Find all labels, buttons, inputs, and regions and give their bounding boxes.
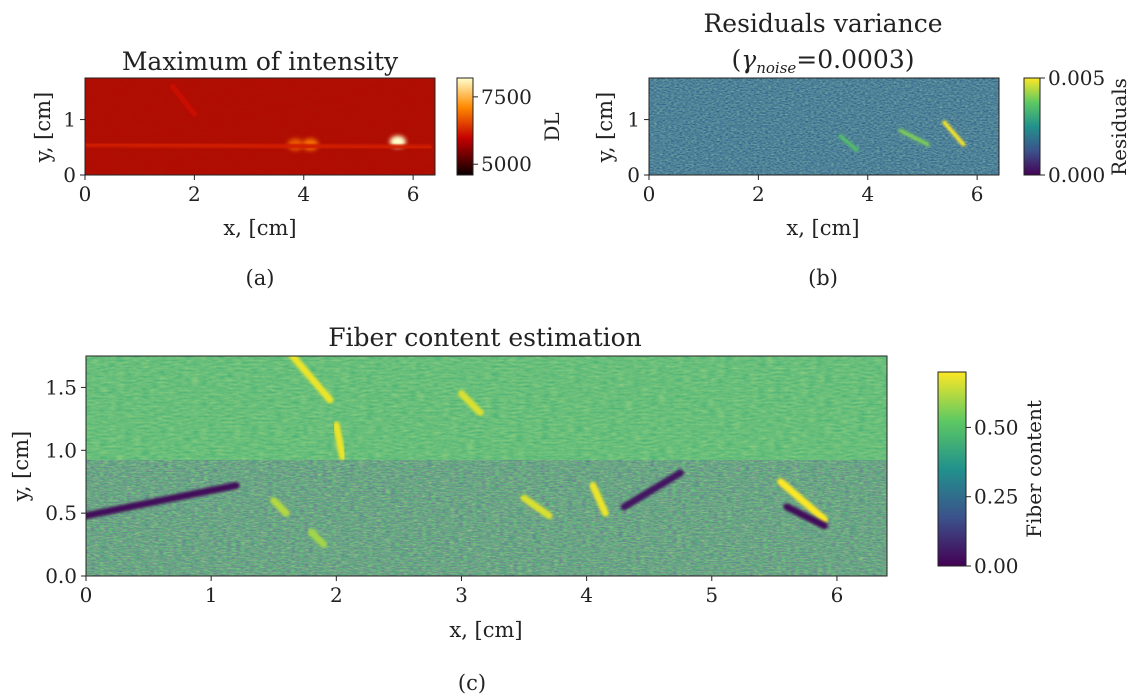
y-tick-label: 0.0 [45, 564, 77, 588]
panel-b-xlabel: x, [cm] [786, 216, 859, 240]
panel-b-ylabel: y, [cm] [593, 92, 617, 164]
heatmap-feature-streak [85, 142, 433, 150]
panel-a: Maximum of intensity 0 2 4 6 0 1 x, [cm] y, [… [31, 47, 564, 290]
heatmap-feature-streak [898, 128, 930, 147]
panel-b-ticks: 0 2 4 6 0 1 [627, 108, 983, 206]
panel-b-title: Residuals variance [703, 9, 942, 38]
panel-c: Fiber content estimation 0 1 2 3 4 5 6 0.0 0.5 1.… [9, 323, 1046, 695]
x-tick-label: 1 [205, 583, 218, 607]
colorbar-tick-label: 0.000 [1048, 163, 1105, 187]
heatmap-feature-streak [289, 356, 334, 404]
heatmap-feature-streak [838, 134, 859, 153]
panel-b-colorbar-label: Residuals [1107, 78, 1131, 176]
panel-c-title: Fiber content estimation [328, 323, 642, 352]
heatmap-feature-streak [777, 478, 828, 523]
colorbar-tick-label: 7500 [481, 85, 532, 109]
heatmap-feature-streak [332, 421, 347, 461]
colorbar-tick-label: 0.005 [1048, 66, 1105, 90]
panel-c-xlabel: x, [cm] [449, 618, 522, 642]
x-tick-label: 5 [705, 583, 718, 607]
panel-a-heatmap-texture [85, 78, 435, 175]
x-tick-label: 4 [861, 182, 874, 206]
x-tick-label: 2 [752, 182, 765, 206]
x-tick-label: 3 [455, 583, 468, 607]
panel-b-frame [648, 77, 1000, 176]
y-tick-label: 0.5 [45, 501, 77, 525]
panel-b: Residuals variance (γnoise=0.0003) 0 2 4 60… [593, 9, 1131, 290]
panel-b-colorbar-ticks: 0.000 0.005 [1040, 66, 1105, 187]
y-tick-label: 1.5 [45, 375, 77, 399]
heatmap-feature-streak [620, 469, 684, 511]
x-tick-label: 6 [407, 182, 420, 206]
panel-c-colorbar-ticks: 0.00 0.25 0.50 [966, 415, 1019, 578]
panel-b-colorbar [1023, 77, 1041, 176]
x-tick-label: 2 [330, 583, 343, 607]
colorbar-tick-label: 0.00 [974, 554, 1019, 578]
heatmap-feature-streak [170, 83, 197, 117]
panel-b-heatmap-texture [649, 78, 999, 175]
panel-a-features [85, 83, 433, 151]
x-tick-label: 4 [297, 182, 310, 206]
panel-a-xlabel: x, [cm] [223, 216, 296, 240]
heatmap-feature-streak [86, 481, 240, 520]
heatmap-feature-streak [307, 528, 328, 549]
panel-a-caption: (a) [246, 266, 275, 290]
panel-a-colorbar [456, 77, 474, 176]
x-tick-label: 6 [971, 182, 984, 206]
colorbar-tick-label: 5000 [481, 152, 532, 176]
panel-c-ticks: 0 1 2 3 4 5 6 0.0 0.5 1.0 1.5 [45, 375, 843, 607]
panel-b-features [838, 120, 966, 153]
x-tick-label: 4 [580, 583, 593, 607]
colorbar-tick-label: 0.25 [974, 485, 1019, 509]
panel-a-ticks: 0 2 4 6 0 1 [63, 108, 419, 206]
x-tick-label: 0 [79, 182, 92, 206]
x-tick-label: 2 [188, 182, 201, 206]
y-tick-label: 0 [627, 163, 640, 187]
x-tick-label: 6 [831, 583, 844, 607]
panel-c-heatmap-dark-band [86, 460, 887, 576]
panel-b-caption: (b) [808, 266, 838, 290]
panel-c-features [86, 356, 828, 549]
colorbar-tick-label: 0.50 [974, 415, 1019, 439]
panel-b-subtitle: (γnoise=0.0003) [732, 45, 915, 77]
y-tick-label: 1 [627, 108, 640, 132]
panel-a-title: Maximum of intensity [122, 47, 399, 76]
panel-a-frame [84, 77, 436, 176]
panel-c-colorbar [937, 371, 967, 567]
panel-a-colorbar-ticks: 5000 7500 [473, 85, 532, 176]
panel-c-caption: (c) [458, 671, 486, 695]
heatmap-feature-streak [270, 497, 290, 517]
x-tick-label: 0 [80, 583, 93, 607]
heatmap-feature-streak [589, 481, 609, 517]
heatmap-feature-streak [520, 494, 553, 520]
panel-c-ylabel: y, [cm] [9, 431, 33, 503]
heatmap-feature-streak [457, 390, 484, 417]
y-tick-label: 0 [63, 163, 76, 187]
y-tick-label: 1 [63, 108, 76, 132]
panel-c-colorbar-label: Fiber content [1022, 400, 1046, 538]
panel-a-colorbar-label: DL [540, 112, 564, 141]
heatmap-feature-streak [783, 503, 828, 530]
x-tick-label: 0 [643, 182, 656, 206]
heatmap-feature-streak [942, 120, 966, 147]
panel-a-ylabel: y, [cm] [31, 92, 55, 164]
panel-c-frame [85, 355, 888, 577]
y-tick-label: 1.0 [45, 438, 77, 462]
